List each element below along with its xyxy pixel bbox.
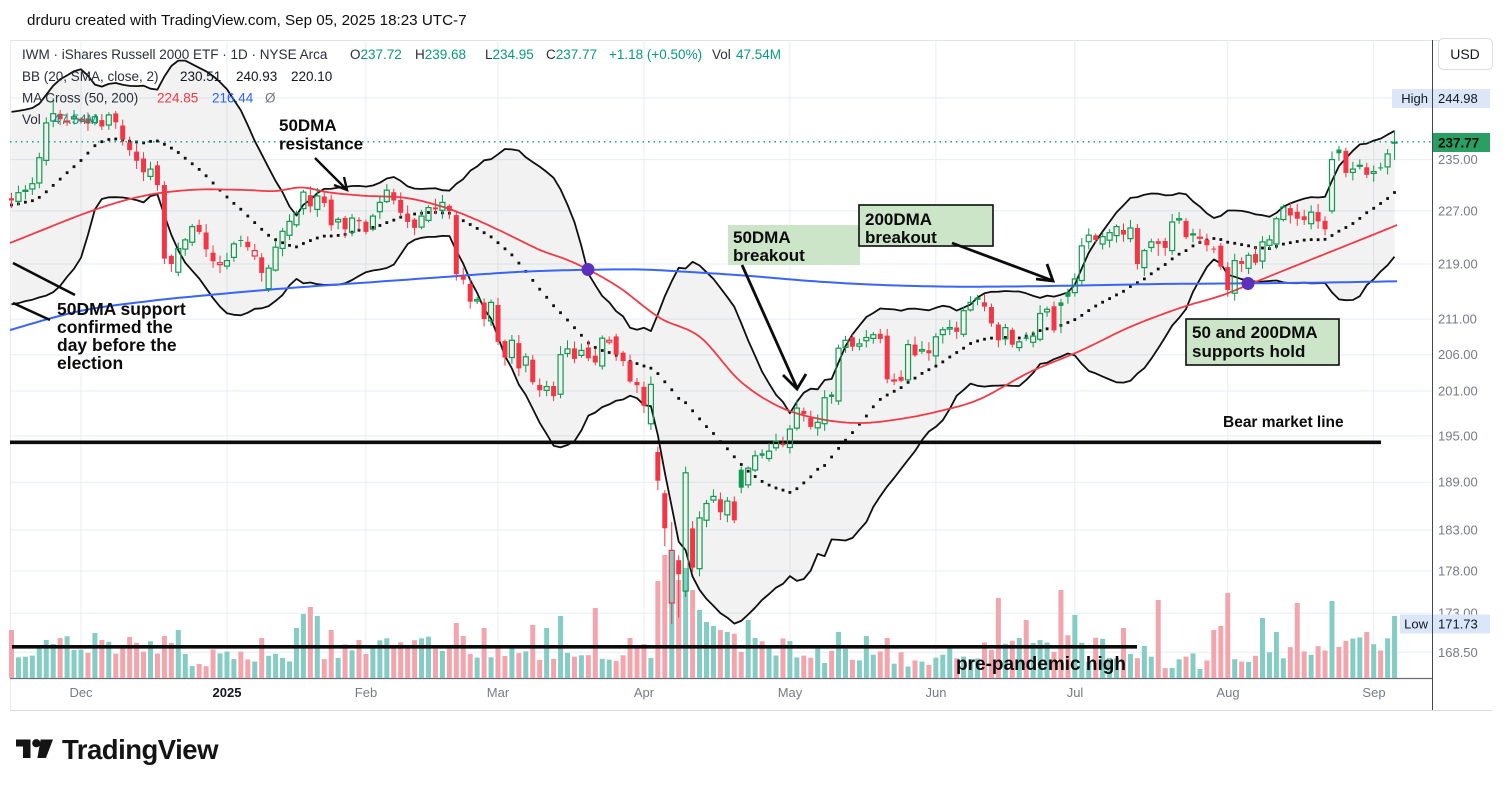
svg-text:200DMA: 200DMA (865, 210, 932, 229)
svg-text:219.00: 219.00 (1438, 257, 1478, 272)
svg-text:May: May (778, 685, 803, 700)
svg-text:235.00: 235.00 (1438, 152, 1478, 167)
svg-text:50DMA support: 50DMA support (57, 299, 186, 319)
svg-text:IWM · iShares Russell 2000 ETF: IWM · iShares Russell 2000 ETF · 1D · NY… (22, 47, 781, 62)
svg-text:2025: 2025 (213, 685, 242, 700)
svg-text:206.00: 206.00 (1438, 347, 1478, 362)
svg-text:189.00: 189.00 (1438, 475, 1478, 490)
svg-text:breakout: breakout (733, 246, 805, 265)
svg-text:Jul: Jul (1067, 685, 1084, 700)
svg-text:50 and 200DMA: 50 and 200DMA (1192, 323, 1318, 342)
svg-text:50DMA: 50DMA (279, 116, 337, 135)
svg-text:50DMA: 50DMA (733, 228, 791, 247)
svg-text:201.00: 201.00 (1438, 384, 1478, 399)
svg-text:Bear market line: Bear market line (1223, 414, 1344, 431)
svg-text:211.00: 211.00 (1438, 312, 1477, 327)
svg-text:227.00: 227.00 (1438, 203, 1478, 218)
svg-text:237.77: 237.77 (1438, 136, 1479, 151)
svg-text:244.98: 244.98 (1438, 91, 1478, 106)
svg-text:pre-pandemic high: pre-pandemic high (956, 654, 1126, 675)
svg-text:Mar: Mar (487, 685, 510, 700)
svg-text:171.73: 171.73 (1438, 617, 1478, 632)
svg-text:Apr: Apr (634, 685, 655, 700)
svg-text:drduru created with TradingVie: drduru created with TradingView.com, Sep… (27, 12, 467, 29)
svg-text:election: election (57, 353, 123, 373)
svg-text:Sep: Sep (1362, 685, 1385, 700)
svg-text:confirmed the: confirmed the (57, 317, 173, 337)
svg-text:Dec: Dec (69, 685, 93, 700)
svg-text:195.00: 195.00 (1438, 428, 1478, 443)
svg-text:Vol 47.54M: Vol 47.54M (22, 112, 98, 127)
svg-text:USD: USD (1450, 46, 1480, 62)
svg-text:Aug: Aug (1216, 685, 1239, 700)
svg-text:High: High (1401, 91, 1428, 106)
svg-text:Feb: Feb (355, 685, 377, 700)
svg-text:168.50: 168.50 (1438, 645, 1478, 660)
svg-text:breakout: breakout (865, 228, 937, 247)
svg-text:TradingView: TradingView (62, 734, 219, 765)
svg-text:day before the: day before the (57, 335, 177, 355)
svg-text:178.00: 178.00 (1438, 564, 1478, 579)
svg-text:supports hold: supports hold (1192, 342, 1305, 361)
svg-text:Low: Low (1404, 617, 1428, 632)
svg-text:Jun: Jun (926, 685, 947, 700)
svg-text:resistance: resistance (279, 135, 363, 154)
svg-text:183.00: 183.00 (1438, 523, 1478, 538)
